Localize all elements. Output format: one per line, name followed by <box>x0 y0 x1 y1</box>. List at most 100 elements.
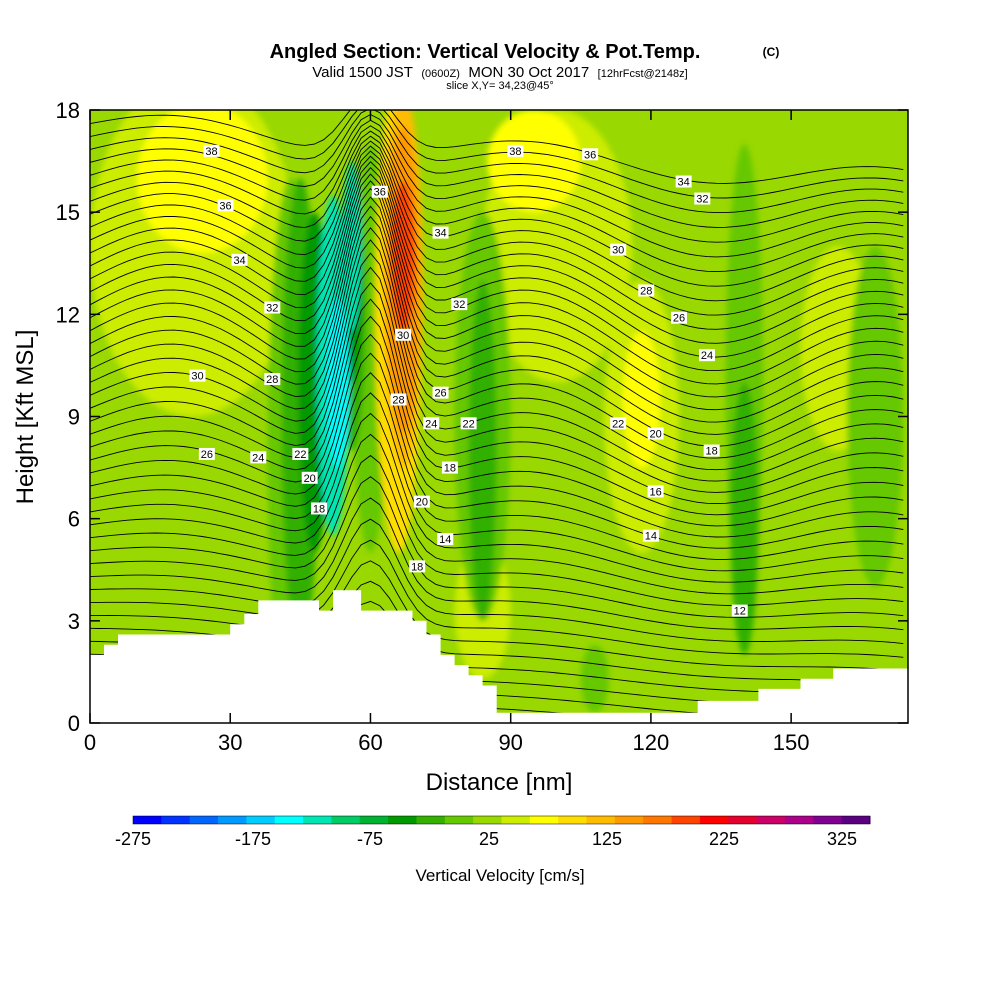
contour-label-text: 26 <box>201 449 213 461</box>
colorbar-tick-labels: -275 -175 -75 25 125 225 325 <box>115 829 857 849</box>
contour-label: 32 <box>694 192 711 206</box>
y-tick-label: 6 <box>68 507 80 532</box>
contour-label: 18 <box>703 444 720 458</box>
contour-label-text: 18 <box>411 561 423 573</box>
colorbar-swatch <box>529 816 559 824</box>
pot-temp-isoline <box>90 518 904 645</box>
contour-label-text: 32 <box>266 303 278 315</box>
contour-label-text: 18 <box>313 503 325 515</box>
pot-temp-isoline <box>90 205 904 435</box>
velocity-region-teal <box>342 161 362 332</box>
contour-label-text: 30 <box>612 245 624 257</box>
pot-temp-isoline <box>90 539 904 658</box>
colorbar-swatch <box>501 816 531 824</box>
colorbar-tick-label: 125 <box>592 829 622 849</box>
contour-label: 34 <box>231 253 248 267</box>
forecast-info: [12hrFcst@2148z] <box>598 68 688 80</box>
contour-label: 36 <box>371 185 388 199</box>
colorbar-swatch <box>444 816 474 824</box>
contour-label-text: 34 <box>434 228 446 240</box>
colorbar-swatch <box>756 816 786 824</box>
velocity-region-green <box>847 246 904 587</box>
contour-label-text: 34 <box>678 177 690 189</box>
contour-label-text: 26 <box>434 388 446 400</box>
pot-temp-isoline <box>90 150 904 330</box>
contour-label-text: 22 <box>612 418 624 430</box>
pot-temp-isoline <box>90 392 904 572</box>
pot-temp-isoline <box>90 110 904 184</box>
pot-temp-contour-labels: 38 36 34 32 30 28 26 24 22 20 18 36 34 32 30 28 26 24 22 18… <box>189 144 748 618</box>
colorbar-tick-label: 25 <box>479 829 499 849</box>
y-tick-label: 3 <box>68 609 80 634</box>
colorbar-tick-label: 325 <box>827 829 857 849</box>
contour-label: 24 <box>250 451 267 464</box>
contour-label: 34 <box>675 175 692 189</box>
y-tick-label: 12 <box>56 302 80 327</box>
pot-temp-isoline <box>90 560 904 672</box>
colorbar-swatch <box>218 816 247 824</box>
y-tick-label: 18 <box>56 98 80 123</box>
colorbar-swatch <box>246 816 276 824</box>
contour-label-text: 18 <box>444 463 456 475</box>
colorbar-swatch <box>359 816 389 824</box>
colorbar-swatch <box>699 816 729 824</box>
colorbar-swatch <box>274 816 304 824</box>
contour-label: 38 <box>507 144 524 158</box>
contour-label: 32 <box>451 298 468 311</box>
pot-temp-isoline <box>90 239 904 471</box>
contour-label-text: 28 <box>640 285 652 297</box>
pot-temp-isoline <box>90 333 904 538</box>
contour-label-text: 34 <box>233 255 245 267</box>
contour-label-text: 26 <box>673 313 685 325</box>
colorbar-swatch <box>586 816 616 824</box>
pot-temp-isoline <box>90 196 904 423</box>
contour-label: 34 <box>432 226 449 240</box>
colorbar-swatch <box>416 816 446 824</box>
pot-temp-isoline <box>90 113 904 228</box>
chart-title: Angled Section: Vertical Velocity & Pot.… <box>270 41 701 63</box>
velocity-region-yellow <box>136 110 268 254</box>
contour-label: 24 <box>423 417 440 430</box>
pot-temp-isoline <box>90 282 904 505</box>
plot-area: 38 36 34 32 30 28 26 24 22 20 18 36 34 32 30 28 26 24 22 18… <box>90 110 908 723</box>
contour-label-text: 32 <box>696 194 708 206</box>
contour-label-text: 36 <box>374 187 386 199</box>
velocity-region-mid-green <box>730 382 759 655</box>
pot-temp-isoline <box>90 140 904 302</box>
valid-date: MON 30 Oct 2017 <box>468 64 589 81</box>
contour-label: 20 <box>301 471 318 485</box>
colorbar <box>132 815 871 825</box>
pot-temp-isoline <box>90 412 904 583</box>
slice-info: slice X,Y= 34,23@45° <box>446 80 554 92</box>
contour-label: 32 <box>264 301 281 315</box>
contour-label-text: 18 <box>706 446 718 458</box>
contour-label-text: 28 <box>392 394 404 406</box>
x-tick-label: 90 <box>498 730 522 755</box>
colorbar-swatch <box>728 816 758 824</box>
colorbar-swatch <box>331 816 361 824</box>
contour-label: 36 <box>217 199 234 212</box>
contour-label: 24 <box>699 349 716 362</box>
y-tick-label: 0 <box>68 711 80 736</box>
contour-label: 14 <box>642 529 659 543</box>
pot-temp-isoline <box>90 110 904 199</box>
contour-label-text: 38 <box>509 146 521 158</box>
contour-label: 18 <box>441 461 458 475</box>
contour-label-text: 32 <box>453 299 465 311</box>
contour-label: 22 <box>292 447 309 461</box>
contour-label: 22 <box>460 417 477 430</box>
contour-label: 30 <box>610 243 627 257</box>
colorbar-tick-label: -175 <box>235 829 271 849</box>
y-tick-label: 9 <box>68 405 80 430</box>
x-tick-label: 0 <box>84 730 96 755</box>
contour-label-text: 30 <box>191 371 203 383</box>
contour-label-text: 24 <box>701 350 713 362</box>
contour-label: 20 <box>413 495 430 509</box>
x-tick-label: 60 <box>358 730 382 755</box>
valid-time-line: Valid 1500 JST (0600Z) MON 30 Oct 2017 [… <box>312 64 687 81</box>
pot-temp-isoline <box>90 497 904 631</box>
pot-temp-isoline <box>90 266 904 493</box>
colorbar-swatch <box>133 816 162 824</box>
pot-temp-isoline <box>90 161 904 358</box>
